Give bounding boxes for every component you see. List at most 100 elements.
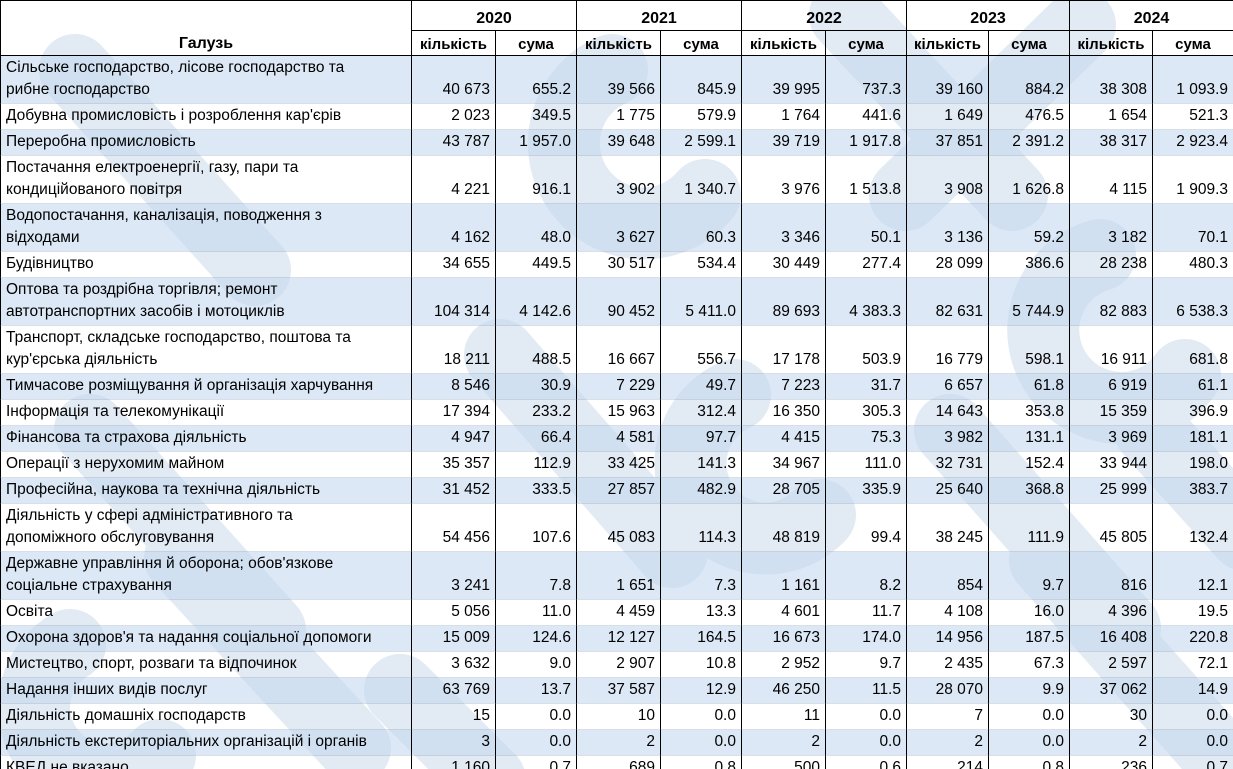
value-cell: 236 [1069,755,1153,769]
value-cell: 2 907 [576,651,661,678]
value-cell: 14.9 [1152,677,1233,704]
value-cell: 305.3 [825,399,907,426]
value-cell: 2 923.4 [1152,129,1233,156]
value-cell: 12.9 [660,677,742,704]
value-cell: 480.3 [1152,251,1233,278]
value-cell: 0.0 [495,729,577,756]
value-cell: 4 383.3 [825,277,907,326]
value-cell: 30.9 [495,373,577,400]
value-cell: 152.4 [988,451,1070,478]
value-cell: 5 411.0 [660,277,742,326]
value-cell: 482.9 [660,477,742,504]
value-cell: 39 566 [576,55,661,104]
value-cell: 884.2 [988,55,1070,104]
value-cell: 34 655 [411,251,496,278]
value-cell: 99.4 [825,503,907,552]
value-cell: 4 115 [1069,155,1153,204]
value-cell: 50.1 [825,203,907,252]
value-cell: 521.3 [1152,103,1233,130]
industry-cell: Будівництво [0,251,412,278]
value-cell: 4 581 [576,425,661,452]
value-cell: 97.7 [660,425,742,452]
value-cell: 45 083 [576,503,661,552]
table-header: Галузь 2020 2021 2022 2023 2024 кількіст… [0,0,1233,56]
table-row: Охорона здоров'я та надання соціальної д… [0,625,1233,652]
table-row: Переробна промисловість 43 787 1 957.0 39 6… [0,129,1233,156]
value-cell: 7 223 [741,373,826,400]
year-header-2024: 2024 [1069,0,1233,31]
value-cell: 2 023 [411,103,496,130]
value-cell: 1 917.8 [825,129,907,156]
subheader-quantity: кількість [1069,30,1153,56]
value-cell: 181.1 [1152,425,1233,452]
value-cell: 6 919 [1069,373,1153,400]
value-cell: 72.1 [1152,651,1233,678]
value-cell: 4 108 [906,599,989,626]
value-cell: 66.4 [495,425,577,452]
value-cell: 0.8 [988,755,1070,769]
value-cell: 4 221 [411,155,496,204]
value-cell: 655.2 [495,55,577,104]
subheader-quantity: кількість [576,30,661,56]
industry-cell: Державне управління й оборона; обов'язко… [0,551,412,600]
industry-cell: Фінансова та страхова діяльність [0,425,412,452]
value-cell: 35 357 [411,451,496,478]
table-row: Надання інших видів послуг 63 769 13.7 37 5… [0,677,1233,704]
value-cell: 28 099 [906,251,989,278]
industry-cell: Добувна промисловість і розроблення кар'… [0,103,412,130]
table-row: Добувна промисловість і розроблення кар'… [0,103,1233,130]
value-cell: 114.3 [660,503,742,552]
value-cell: 1 161 [741,551,826,600]
value-cell: 10.8 [660,651,742,678]
industry-cell: Діяльність домашніх господарств [0,703,412,730]
value-cell: 233.2 [495,399,577,426]
value-cell: 1 513.8 [825,155,907,204]
value-cell: 13.3 [660,599,742,626]
value-cell: 1 160 [411,755,496,769]
industry-cell: Сільське господарство, лісове господарст… [0,55,412,104]
value-cell: 14 643 [906,399,989,426]
value-cell: 689 [576,755,661,769]
value-cell: 13.7 [495,677,577,704]
value-cell: 3 346 [741,203,826,252]
value-cell: 17 178 [741,325,826,374]
value-cell: 737.3 [825,55,907,104]
value-cell: 30 [1069,703,1153,730]
value-cell: 49.7 [660,373,742,400]
value-cell: 312.4 [660,399,742,426]
value-cell: 11.5 [825,677,907,704]
value-cell: 132.4 [1152,503,1233,552]
value-cell: 112.9 [495,451,577,478]
year-header-2020: 2020 [411,0,577,31]
value-cell: 4 415 [741,425,826,452]
table-row: Транспорт, складське господарство, пошто… [0,325,1233,374]
value-cell: 61.1 [1152,373,1233,400]
value-cell: 43 787 [411,129,496,156]
value-cell: 0.0 [825,703,907,730]
value-cell: 16 911 [1069,325,1153,374]
value-cell: 598.1 [988,325,1070,374]
column-header-industry: Галузь [0,0,412,56]
value-cell: 7.3 [660,551,742,600]
value-cell: 70.1 [1152,203,1233,252]
value-cell: 0.6 [825,755,907,769]
value-cell: 8 546 [411,373,496,400]
industry-cell: Діяльність у сфері адміністративного та … [0,503,412,552]
industry-cell: Надання інших видів послуг [0,677,412,704]
value-cell: 31 452 [411,477,496,504]
value-cell: 12.1 [1152,551,1233,600]
value-cell: 335.9 [825,477,907,504]
value-cell: 14 956 [906,625,989,652]
value-cell: 845.9 [660,55,742,104]
value-cell: 111.0 [825,451,907,478]
value-cell: 37 851 [906,129,989,156]
value-cell: 48.0 [495,203,577,252]
value-cell: 1 654 [1069,103,1153,130]
value-cell: 18 211 [411,325,496,374]
value-cell: 82 631 [906,277,989,326]
value-cell: 1 626.8 [988,155,1070,204]
value-cell: 75.3 [825,425,907,452]
value-cell: 11.7 [825,599,907,626]
value-cell: 9.0 [495,651,577,678]
value-cell: 3 [411,729,496,756]
